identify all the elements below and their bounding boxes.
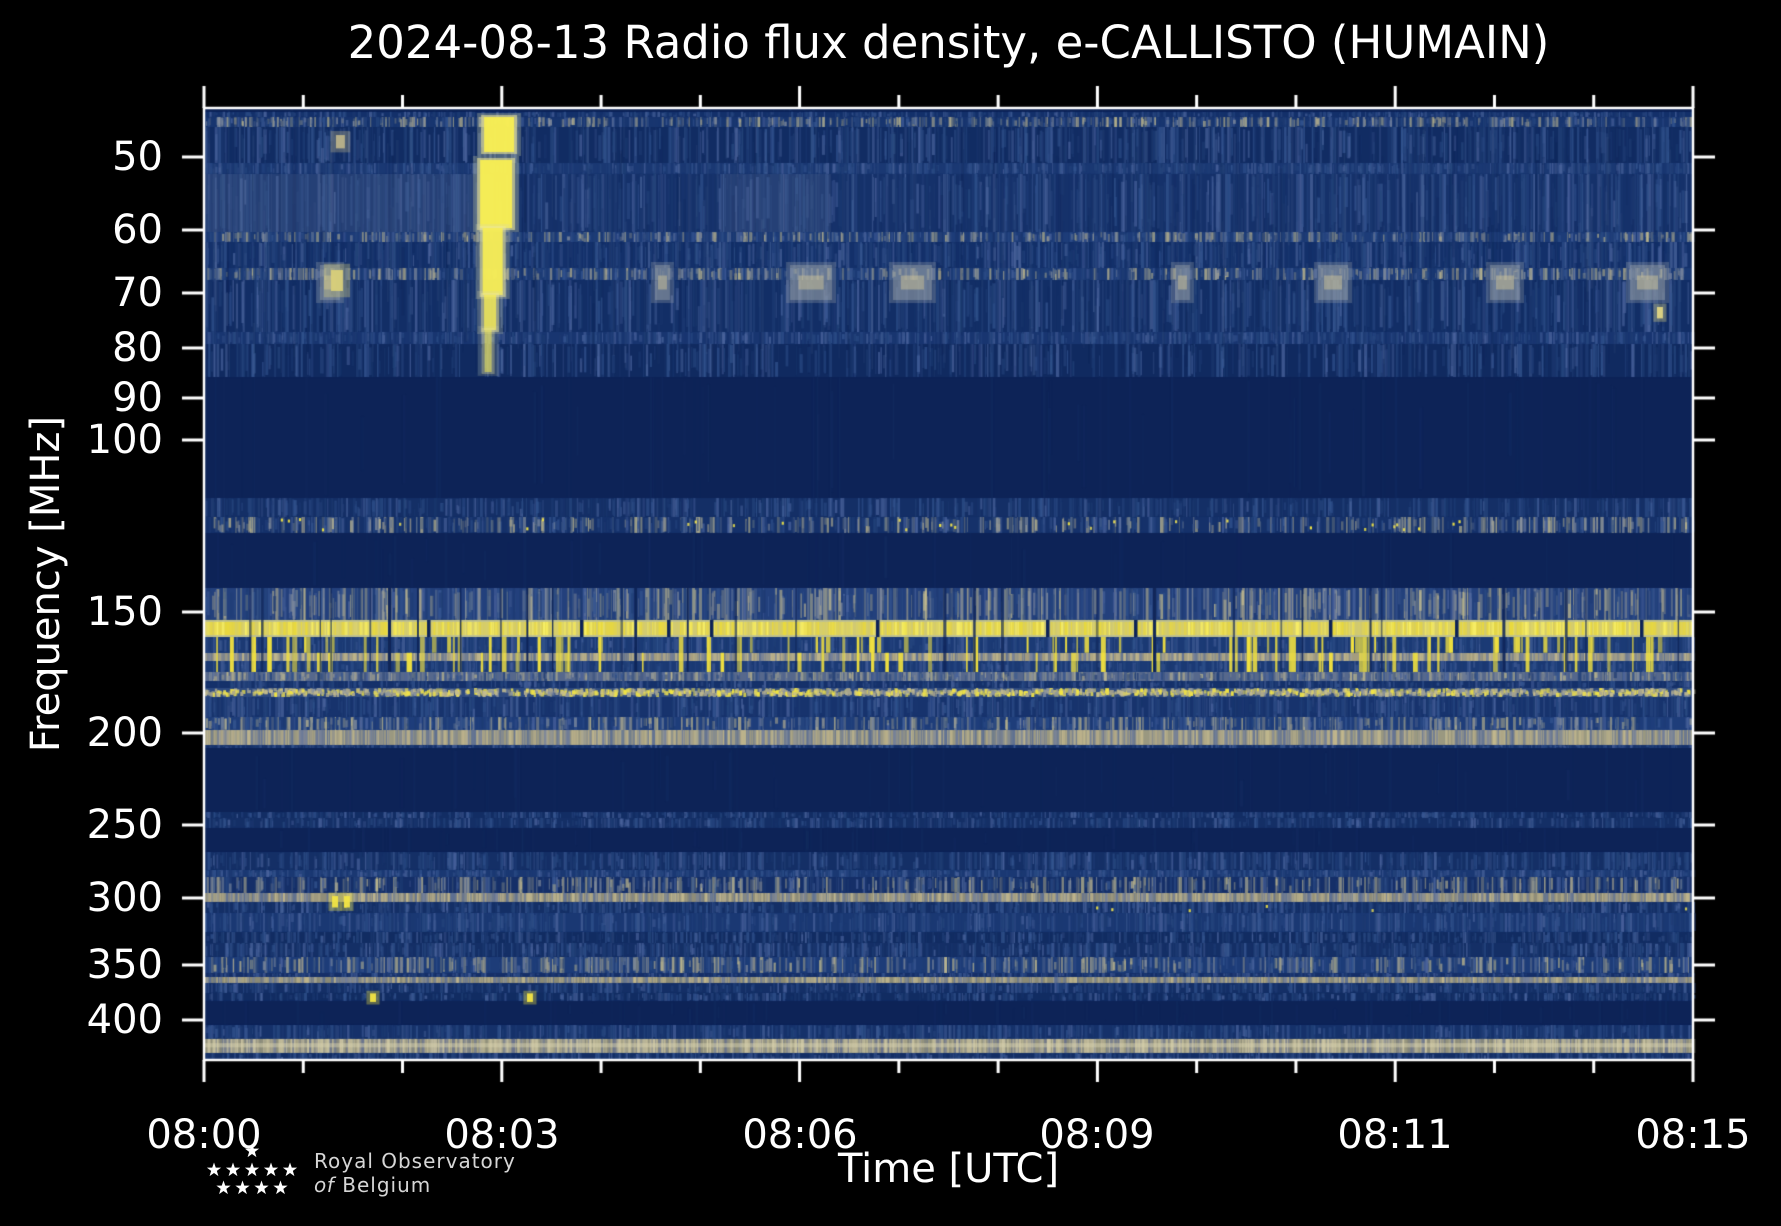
x-tick-label-0811: 08:11 <box>1337 1112 1453 1158</box>
y-tick-label-90: 90 <box>112 375 163 421</box>
y-tick-label-60: 60 <box>112 207 163 253</box>
y-tick-label-70: 70 <box>112 270 163 316</box>
x-tick-label-0806: 08:06 <box>742 1112 858 1158</box>
y-tick-label-200: 200 <box>86 710 163 756</box>
y-tick-label-350: 350 <box>86 942 163 988</box>
y-tick-label-80: 80 <box>112 325 163 371</box>
rob-logo-stars-icon <box>206 1143 298 1195</box>
y-tick-label-300: 300 <box>86 875 163 921</box>
x-tick-label-0800: 08:00 <box>146 1112 262 1158</box>
x-tick-label-0803: 08:03 <box>444 1112 560 1158</box>
logo-text-belgium: Belgium <box>342 1173 432 1197</box>
y-tick-label-250: 250 <box>86 802 163 848</box>
y-axis-label: Frequency [MHz] <box>23 415 69 753</box>
logo-text-line1: Royal Observatory <box>314 1149 516 1173</box>
y-tick-label-50: 50 <box>112 134 163 180</box>
logo-text-line2: of Belgium <box>314 1173 431 1197</box>
y-tick-label-150: 150 <box>86 589 163 635</box>
y-tick-label-100: 100 <box>86 417 163 463</box>
x-tick-label-0809: 08:09 <box>1039 1112 1155 1158</box>
x-tick-label-0815: 08:15 <box>1635 1112 1751 1158</box>
chart-title: 2024-08-13 Radio flux density, e-CALLIST… <box>347 16 1550 69</box>
x-axis-label: Time [UTC] <box>837 1146 1060 1192</box>
logo-text-of: of <box>314 1173 335 1197</box>
y-tick-label-400: 400 <box>86 997 163 1043</box>
